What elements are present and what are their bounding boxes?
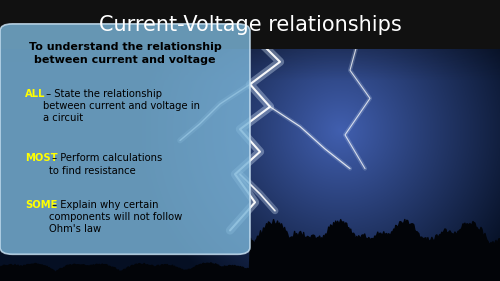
Text: MOST: MOST bbox=[25, 153, 58, 163]
Text: SOME: SOME bbox=[25, 200, 58, 210]
Text: – State the relationship
between current and voltage in
a circuit: – State the relationship between current… bbox=[43, 89, 200, 123]
Text: Current-Voltage relationships: Current-Voltage relationships bbox=[98, 15, 402, 35]
Text: – Explain why certain
components will not follow
Ohm's law: – Explain why certain components will no… bbox=[49, 200, 182, 234]
FancyBboxPatch shape bbox=[0, 0, 500, 49]
Text: To understand the relationship
between current and voltage: To understand the relationship between c… bbox=[28, 42, 222, 65]
FancyBboxPatch shape bbox=[0, 24, 250, 254]
Text: ALL: ALL bbox=[25, 89, 46, 99]
Text: – Perform calculations
to find resistance: – Perform calculations to find resistanc… bbox=[49, 153, 162, 176]
